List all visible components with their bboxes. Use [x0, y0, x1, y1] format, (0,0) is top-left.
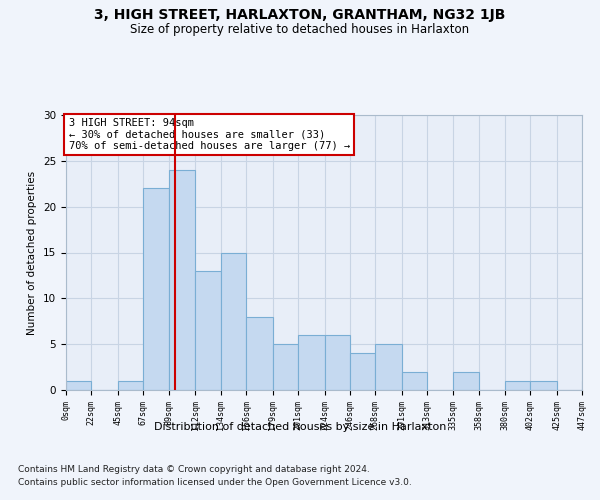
Bar: [246, 316, 272, 390]
Bar: [402, 372, 427, 390]
Bar: [272, 344, 298, 390]
Bar: [118, 381, 143, 390]
Text: Distribution of detached houses by size in Harlaxton: Distribution of detached houses by size …: [154, 422, 446, 432]
Text: Size of property relative to detached houses in Harlaxton: Size of property relative to detached ho…: [130, 22, 470, 36]
Bar: [66, 381, 91, 390]
Bar: [325, 335, 350, 390]
Text: Contains HM Land Registry data © Crown copyright and database right 2024.: Contains HM Land Registry data © Crown c…: [18, 466, 370, 474]
Bar: [169, 170, 195, 390]
Bar: [298, 335, 325, 390]
Bar: [376, 344, 402, 390]
Bar: [143, 188, 169, 390]
Bar: [453, 372, 479, 390]
Y-axis label: Number of detached properties: Number of detached properties: [28, 170, 37, 334]
Bar: [195, 271, 221, 390]
Bar: [530, 381, 557, 390]
Text: Contains public sector information licensed under the Open Government Licence v3: Contains public sector information licen…: [18, 478, 412, 487]
Text: 3, HIGH STREET, HARLAXTON, GRANTHAM, NG32 1JB: 3, HIGH STREET, HARLAXTON, GRANTHAM, NG3…: [94, 8, 506, 22]
Text: 3 HIGH STREET: 94sqm
← 30% of detached houses are smaller (33)
70% of semi-detac: 3 HIGH STREET: 94sqm ← 30% of detached h…: [68, 118, 350, 151]
Bar: [582, 381, 600, 390]
Bar: [350, 354, 376, 390]
Bar: [221, 252, 246, 390]
Bar: [505, 381, 530, 390]
